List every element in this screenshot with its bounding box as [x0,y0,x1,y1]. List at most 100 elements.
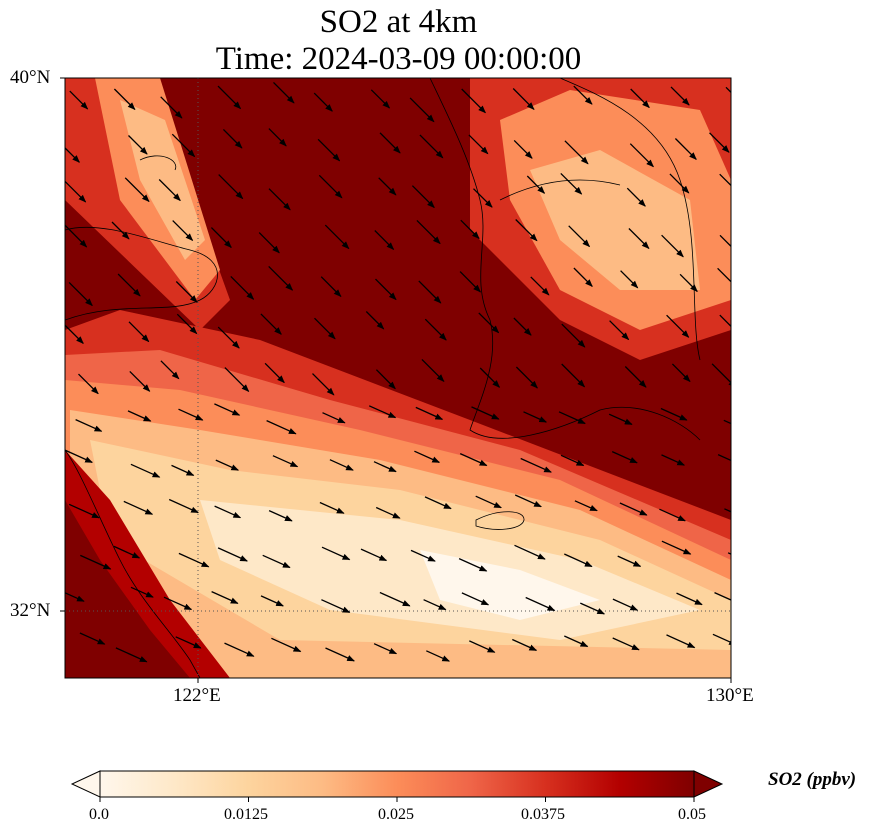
wind-arrow [459,453,488,467]
wind-arrow [130,463,161,478]
wind-arrow [629,143,654,168]
wind-arrow [424,496,452,510]
wind-arrow [478,312,500,334]
wind-arrow [670,86,690,106]
wind-arrow [368,405,397,419]
wind-arrow [609,320,630,341]
wind-arrow [709,132,730,153]
wind-arrow [117,273,141,297]
wind-arrow [573,85,593,105]
wind-arrow [409,97,435,123]
wind-arrow [426,650,451,662]
colorbar [70,770,724,802]
wind-arrow [113,545,141,559]
wind-arrow [628,228,650,250]
wind-arrow [65,180,87,203]
wind-arrow [78,373,99,395]
wind-arrow [560,454,585,467]
lon-tick-label-122e: 122°E [173,685,221,706]
wind-arrow [268,265,294,291]
wind-arrow [65,449,93,463]
map-title-line2: Time: 2024-03-09 00:00:00 [215,41,582,77]
wind-arrow [513,139,533,159]
wind-arrow [671,363,691,383]
wind-arrow [80,554,112,570]
wind-arrow [210,227,232,249]
wind-arrow [473,188,493,208]
lat-tick-label-40n: 40°N [10,67,51,88]
wind-arrow [378,177,397,196]
wind-arrow [130,586,154,598]
wind-arrow [560,172,583,195]
wind-arrow [514,544,546,560]
wind-arrow [65,146,80,163]
wind-arrow [178,552,210,568]
colorbar-tick-label: 0.0 [89,806,109,823]
wind-arrow [317,138,341,162]
wind-arrow [262,554,291,569]
wind-arrow [322,412,346,424]
gridlines [65,78,731,678]
wind-arrow [172,220,194,241]
wind-arrow [724,508,731,513]
wind-arrow [123,500,154,515]
wind-arrow [419,134,444,159]
wind-arrow [666,314,690,338]
wind-arrow [620,270,639,289]
wind-arrow [526,175,546,194]
wind-arrow [659,508,686,522]
wind-arrow [264,362,285,384]
wind-arrow [612,637,640,651]
axis-ticks [60,77,732,683]
wind-arrow [128,135,148,155]
wind-arrow [725,86,731,94]
wind-arrow [320,276,342,298]
wind-arrow [676,592,703,606]
wind-arrow [520,457,552,473]
wind-arrow [268,128,287,147]
wind-arrow [461,592,490,606]
wind-arrow [660,407,688,421]
wind-arrow [113,88,136,111]
wind-arrow [268,510,293,522]
wind-arrow [360,548,388,562]
wind-arrow [217,85,242,110]
wind-arrow [375,506,401,519]
wind-arrow [608,413,633,425]
wind-arrow [611,451,638,464]
wind-arrow [128,321,150,343]
wind-arrow [160,96,183,119]
wind-arrow [661,540,692,555]
wind-arrow [324,224,350,250]
wind-arrow [158,179,181,202]
wind-arrow [321,599,351,613]
wind-arrow [411,185,435,209]
wind-arrow [370,89,391,109]
wind-arrow [75,419,103,432]
wind-arrow [573,267,593,287]
wind-arrow [379,132,401,154]
wind-arrow [375,369,396,390]
wind-arrow [512,638,538,651]
wind-arrow [129,370,151,392]
wind-arrow [561,363,586,388]
wind-arrow [666,634,696,649]
wind-arrow [260,595,284,607]
wind-arrow [574,500,598,512]
wind-arrow [461,88,486,114]
wind-arrow [176,313,198,335]
colorbar-tick-label: 0.0375 [521,806,565,823]
wind-arrow [469,640,496,653]
wind-arrow [214,403,241,416]
wind-arrow [178,408,204,421]
wind-arrow [175,636,202,649]
wind-arrow [416,219,441,245]
wind-arrow [421,358,445,382]
wind-arrow [379,591,411,607]
wind-arrow [273,81,295,104]
wind-arrow [630,88,650,109]
wind-arrow [719,173,731,187]
wind-arrow [717,454,731,462]
wind-arrow [160,360,180,380]
